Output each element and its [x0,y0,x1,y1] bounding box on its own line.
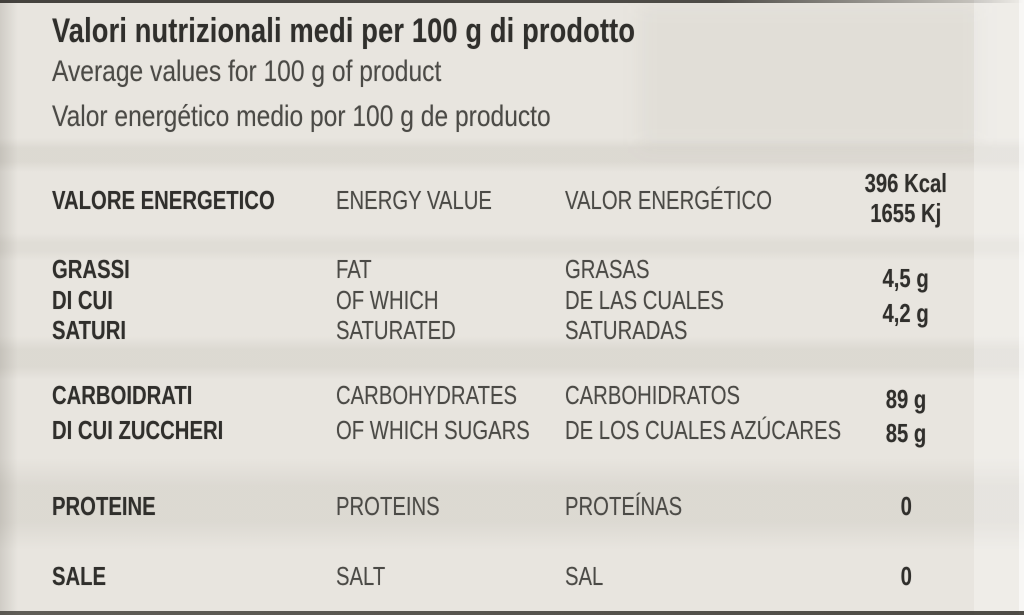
proteins-label-es-text: PROTEÍNAS [565,491,683,521]
row-separator-band [0,138,1024,172]
energy-label-es: VALOR ENERGÉTICO [565,185,830,216]
label-left-edge-shadow [0,0,18,615]
salt-value: 0 [830,561,982,592]
salt-label-es: SAL [565,561,614,592]
label-title-text: Valori nutrizionali medi per 100 g di pr… [52,12,636,50]
carbs-label-es: CARBOHIDRATOS DE LOS CUALES AZÚCARES [565,378,919,448]
label-subtitle-english-text: Average values for 100 g of product [52,55,442,88]
label-subtitle-spanish-text: Valor energético medio por 100 g de prod… [52,100,551,133]
label-top-edge [0,0,1024,3]
carbs-label-it-text: CARBOIDRATI DI CUI ZUCCHERI [52,380,224,445]
proteins-value-text: 0 [900,491,912,521]
energy-value-text: 396 Kcal 1655 Kj [864,168,948,228]
fat-label-it: GRASSI DI CUI SATURI [52,254,152,346]
fat-label-it-text: GRASSI DI CUI SATURI [52,254,130,345]
carbs-label-en: CARBOHYDRATES OF WHICH SUGARS [336,378,584,448]
energy-label-it-text: VALORE ENERGETICO [52,185,275,215]
carbs-label-it: CARBOIDRATI DI CUI ZUCCHERI [52,378,272,448]
fat-value: 4,5 g 4,2 g [830,261,982,331]
energy-label-it: VALORE ENERGETICO [52,185,338,216]
fat-label-en: FAT OF WHICH SATURATED [336,254,490,346]
fat-label-es-text: GRASAS DE LAS CUALES SATURADAS [565,254,724,345]
label-subtitle-english: Average values for 100 g of product [52,55,527,89]
fat-label-es: GRASAS DE LAS CUALES SATURADAS [565,254,769,346]
carbs-label-es-text: CARBOHIDRATOS DE LOS CUALES AZÚCARES [565,380,842,445]
label-title: Valori nutrizionali medi per 100 g di pr… [52,12,781,51]
fat-value-text: 4,5 g 4,2 g [882,263,930,328]
proteins-label-en: PROTEINS [336,491,469,522]
label-subtitle-spanish: Valor energético medio por 100 g de prod… [52,100,660,134]
proteins-value: 0 [830,491,982,522]
row-separator-band [0,336,1024,380]
label-bottom-edge [0,611,1024,615]
energy-label-es-text: VALOR ENERGÉTICO [565,185,772,215]
proteins-label-en-text: PROTEINS [336,491,440,521]
salt-value-text: 0 [900,561,912,591]
fat-label-en-text: FAT OF WHICH SATURATED [336,254,456,345]
carbs-value: 89 g 85 g [830,382,982,450]
salt-label-es-text: SAL [565,561,604,591]
energy-value: 396 Kcal 1655 Kj [830,168,982,228]
energy-label-en-text: ENERGY VALUE [336,185,492,215]
salt-label-it: SALE [52,561,121,592]
carbs-value-text: 89 g 85 g [885,384,927,448]
label-right-edge [1019,0,1024,615]
proteins-label-es: PROTEÍNAS [565,491,715,522]
salt-label-en-text: SALT [336,561,386,591]
proteins-label-it-text: PROTEINE [52,491,156,521]
energy-label-en: ENERGY VALUE [336,185,536,216]
salt-label-en: SALT [336,561,399,592]
row-separator-band [0,233,1024,261]
carbs-label-en-text: CARBOHYDRATES OF WHICH SUGARS [336,380,530,445]
salt-label-it-text: SALE [52,561,107,591]
proteins-label-it: PROTEINE [52,491,185,522]
